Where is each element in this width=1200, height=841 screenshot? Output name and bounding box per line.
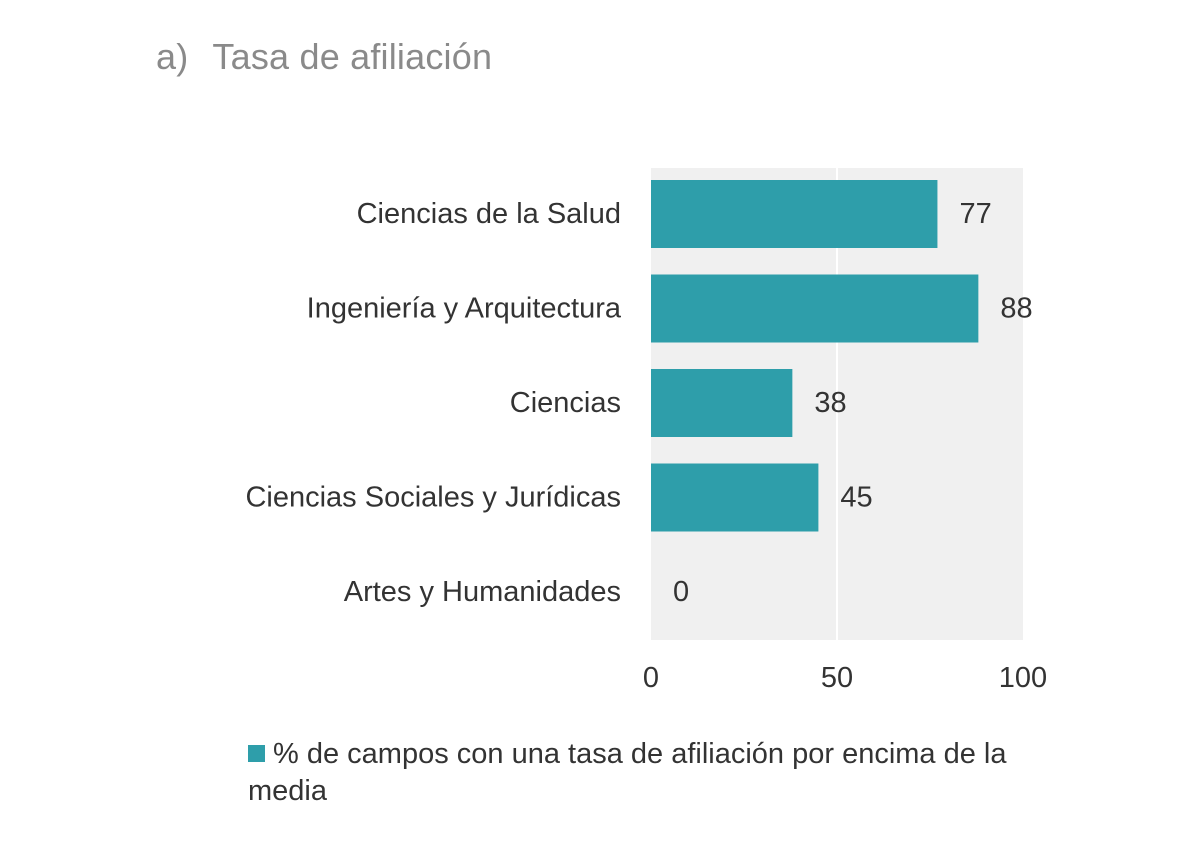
value-label-0: 77 — [959, 198, 991, 230]
legend: % de campos con una tasa de afiliación p… — [248, 736, 1088, 810]
panel-letter: a) — [156, 36, 189, 77]
x-tick-label-1: 50 — [821, 662, 853, 694]
bar-2 — [651, 369, 793, 437]
x-axis-tick-labels: 0 50 100 — [643, 662, 1047, 694]
value-label-1: 88 — [1000, 293, 1032, 325]
bar-1 — [651, 274, 979, 343]
panel-title-text: Tasa de afiliación — [212, 36, 493, 77]
bar-3 — [651, 463, 819, 532]
category-label-2: Ciencias — [510, 387, 621, 419]
value-labels: 77 88 38 45 0 — [673, 198, 1033, 608]
category-label-0: Ciencias de la Salud — [357, 198, 621, 230]
chart-title: a) Tasa de afiliación — [156, 36, 492, 78]
x-tick-label-0: 0 — [643, 662, 659, 694]
legend-entry-label: % de campos con una tasa de afiliación p… — [248, 738, 1007, 807]
category-label-4: Artes y Humanidades — [344, 576, 621, 608]
bar-0 — [651, 180, 938, 248]
x-tick-label-2: 100 — [999, 662, 1047, 694]
value-label-3: 45 — [840, 482, 872, 514]
bar-chart: Ciencias de la Salud Ingeniería y Arquite… — [245, 168, 1047, 694]
value-label-2: 38 — [814, 387, 846, 419]
legend-swatch — [248, 745, 265, 762]
category-labels: Ciencias de la Salud Ingeniería y Arquite… — [245, 198, 621, 608]
bars — [651, 180, 979, 532]
value-label-4: 0 — [673, 576, 689, 608]
category-label-1: Ingeniería y Arquitectura — [307, 293, 622, 325]
category-label-3: Ciencias Sociales y Jurídicas — [245, 482, 621, 514]
